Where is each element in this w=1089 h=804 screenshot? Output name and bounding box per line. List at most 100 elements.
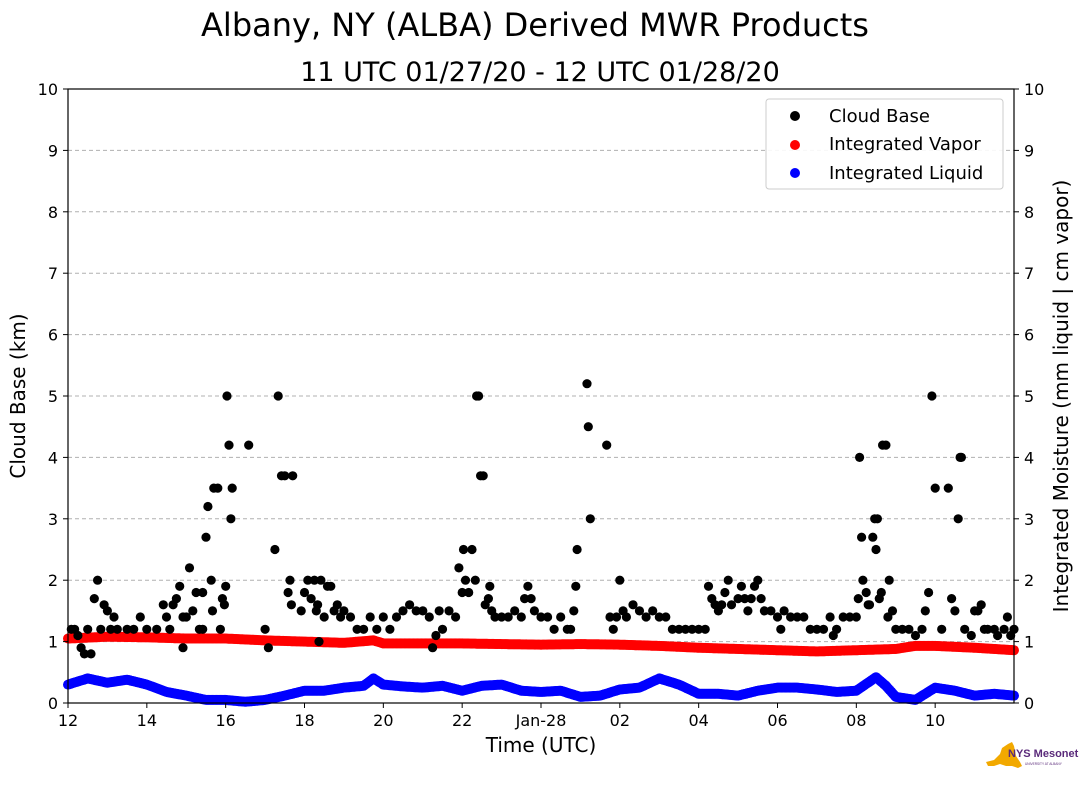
legend-box	[765, 98, 1004, 190]
cloud-base-point	[96, 624, 106, 634]
cloud-base-point	[529, 606, 540, 616]
y-tick-label-left: 5	[48, 387, 58, 406]
cloud-base-point	[910, 630, 921, 641]
cloud-base-point	[428, 643, 438, 653]
cloud-base-point	[306, 594, 316, 604]
cloud-base-point	[930, 483, 940, 493]
cloud-base-point	[112, 624, 122, 634]
legend-vapor-marker	[790, 140, 800, 150]
cloud-base-point	[490, 612, 500, 622]
y-tick-label-left: 7	[48, 264, 58, 283]
cloud-base-point	[219, 600, 229, 610]
cloud-base-point	[222, 391, 232, 401]
legend-liquid-marker	[790, 168, 800, 178]
cloud-base-point	[516, 612, 526, 622]
cloud-base-point	[904, 624, 914, 634]
cloud-base-point	[359, 624, 369, 634]
cloud-base-point	[451, 612, 461, 622]
y-axis-left: 0 1 2 3 4 5 6 7 8 9 10	[38, 80, 68, 713]
cloud-base-point	[454, 563, 464, 573]
y-axis-label: Cloud Base (km)	[6, 313, 30, 478]
cloud-base-point	[411, 606, 421, 616]
cloud-base-point	[582, 379, 592, 389]
cloud-base-point	[549, 624, 559, 634]
cloud-base-point	[723, 575, 733, 585]
cloud-base-point	[897, 624, 907, 634]
cloud-base-point	[142, 624, 152, 634]
cloud-base-point	[283, 587, 293, 598]
cloud-base-point	[556, 612, 566, 622]
cloud-base-point	[226, 514, 236, 524]
cloud-base-point	[855, 452, 865, 462]
cloud-base-point	[812, 624, 822, 634]
cloud-base-point	[106, 624, 116, 634]
cloud-base-point	[572, 544, 582, 555]
y-axis-right: 0 1 2 3 4 5 6 7 8 9 10	[1014, 80, 1044, 713]
cloud-base-point	[851, 612, 861, 622]
x-tick-label: 08	[846, 711, 866, 730]
cloud-base-point	[365, 612, 375, 622]
cloud-base-point	[891, 624, 901, 634]
cloud-base-point	[497, 612, 507, 622]
cloud-base-point	[943, 483, 953, 493]
cloud-base-point	[339, 606, 349, 616]
logo-subtitle: UNIVERSITY AT ALBANY	[1025, 762, 1063, 766]
cloud-base-point	[102, 606, 112, 616]
cloud-base-point	[152, 624, 162, 634]
cloud-base-point	[178, 643, 188, 653]
cloud-base-point	[976, 600, 986, 610]
cloud-base-point	[740, 594, 750, 604]
cloud-base-point	[510, 606, 520, 616]
x-tick-label: 18	[294, 711, 314, 730]
cloud-base-point	[191, 587, 201, 598]
cloud-base-point	[746, 594, 756, 604]
cloud-base-point	[881, 440, 891, 450]
x-tick-label: 06	[767, 711, 787, 730]
cloud-base-point	[467, 544, 477, 555]
cloud-base-point	[583, 422, 593, 432]
cloud-base-point	[608, 624, 618, 634]
x-axis-label: Time (UTC)	[485, 733, 597, 757]
cloud-base-point	[244, 440, 254, 450]
cloud-base-point	[667, 624, 678, 634]
cloud-base-point	[221, 581, 231, 591]
cloud-base-point	[772, 612, 783, 622]
liquid-points	[63, 672, 1019, 707]
cloud-base-point	[853, 594, 863, 604]
cloud-base-point	[950, 606, 960, 616]
cloud-base-point	[966, 630, 976, 641]
cloud-base-point	[129, 624, 139, 634]
cloud-base-point	[458, 544, 469, 555]
x-tick-label: 14	[137, 711, 157, 730]
cloud-base-point	[203, 501, 213, 512]
cloud-base-point	[286, 600, 296, 610]
cloud-base-point	[628, 600, 638, 610]
cloud-base-point	[206, 575, 216, 585]
cloud-base-point	[569, 606, 579, 616]
nys-mesonet-logo: NYS Mesonet UNIVERSITY AT ALBANY	[986, 742, 1079, 768]
y-tick-label-left: 9	[48, 141, 58, 160]
cloud-base-point	[478, 471, 488, 481]
cloud-base-point	[418, 606, 428, 616]
cloud-base-point	[385, 624, 395, 634]
y-tick-label-right: 8	[1024, 203, 1034, 222]
legend-cloud-base-label: Cloud Base	[829, 106, 930, 127]
y-tick-label-left: 2	[48, 571, 58, 590]
cloud-base-point	[1002, 612, 1013, 622]
cloud-base-point	[73, 630, 83, 641]
cloud-base-point	[786, 612, 796, 622]
cloud-base-point	[776, 624, 786, 634]
cloud-base-point	[953, 514, 963, 524]
cloud-base-point	[523, 581, 533, 591]
cloud-base-point	[89, 594, 99, 604]
cloud-base-point	[611, 612, 622, 622]
cloud-base-point	[520, 594, 530, 604]
cloud-base-point	[326, 581, 336, 591]
cloud-base-point	[273, 391, 283, 401]
cloud-base-point	[470, 575, 480, 585]
cloud-base-point	[743, 606, 753, 616]
cloud-base-point	[920, 606, 930, 616]
cloud-base-point	[543, 612, 553, 622]
cloud-base-point	[213, 483, 223, 493]
cloud-base-point	[887, 606, 898, 616]
